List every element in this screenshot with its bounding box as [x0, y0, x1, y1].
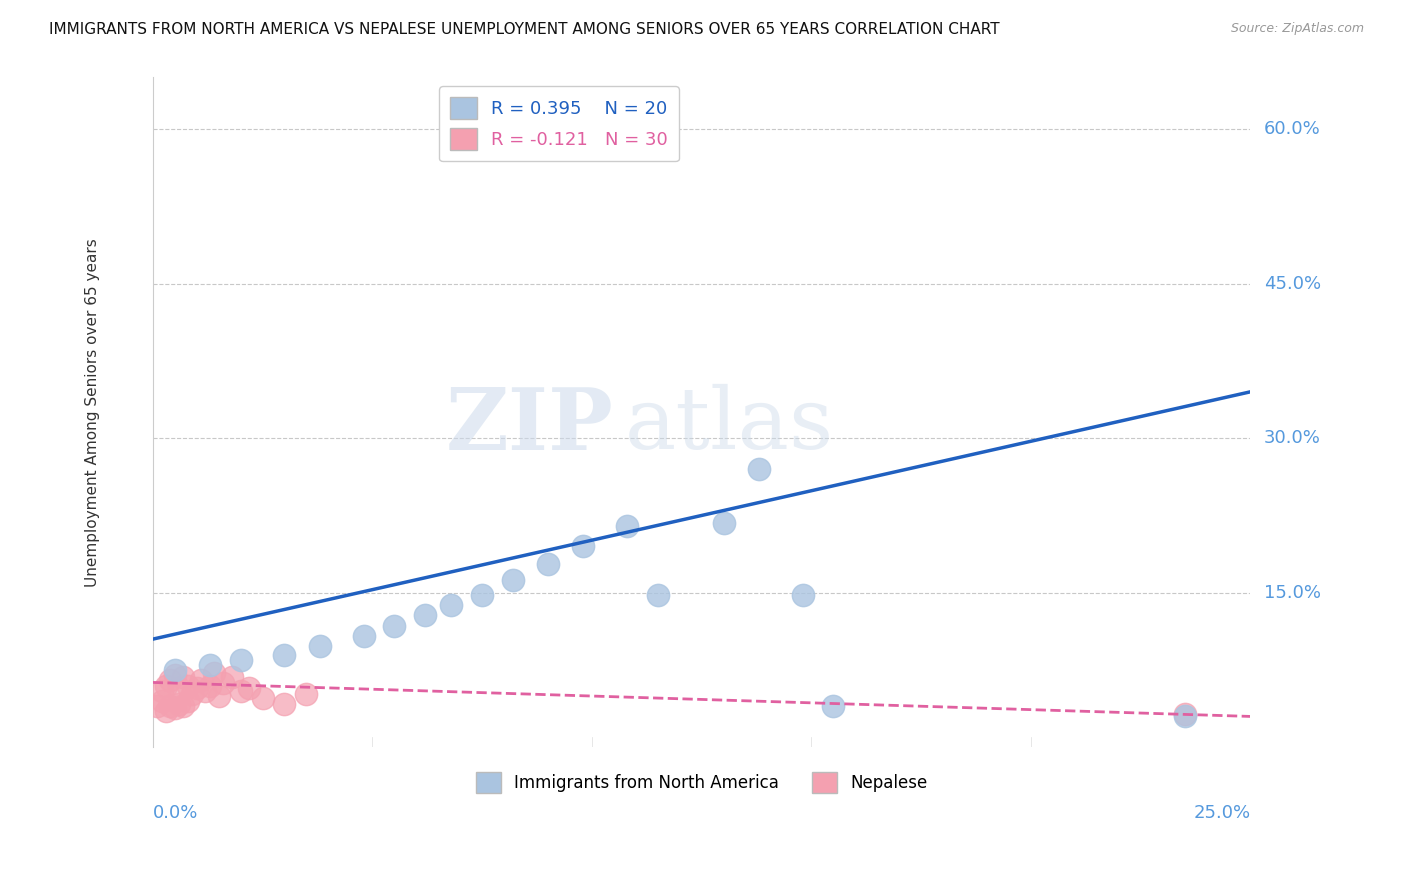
- Point: [202, 666, 225, 681]
- Point: [238, 681, 260, 695]
- Point: [167, 697, 190, 711]
- Point: [181, 687, 204, 701]
- Point: [155, 679, 177, 693]
- Point: [177, 694, 200, 708]
- Point: [308, 640, 330, 654]
- Text: atlas: atlas: [624, 384, 834, 467]
- Point: [167, 681, 190, 695]
- Text: 25.0%: 25.0%: [1194, 804, 1250, 822]
- Point: [823, 699, 845, 714]
- Point: [172, 670, 194, 684]
- Point: [207, 689, 229, 703]
- Point: [159, 673, 181, 688]
- Point: [1174, 709, 1197, 723]
- Point: [198, 657, 221, 672]
- Point: [572, 540, 595, 554]
- Point: [792, 588, 814, 602]
- Point: [713, 516, 735, 530]
- Point: [273, 648, 295, 662]
- Point: [172, 699, 194, 714]
- Point: [748, 462, 770, 476]
- Text: 15.0%: 15.0%: [1264, 583, 1320, 602]
- Point: [163, 663, 186, 677]
- Point: [150, 694, 173, 708]
- Point: [221, 670, 243, 684]
- Point: [413, 608, 436, 623]
- Text: IMMIGRANTS FROM NORTH AMERICA VS NEPALESE UNEMPLOYMENT AMONG SENIORS OVER 65 YEA: IMMIGRANTS FROM NORTH AMERICA VS NEPALES…: [49, 22, 1000, 37]
- Text: Unemployment Among Seniors over 65 years: Unemployment Among Seniors over 65 years: [84, 238, 100, 587]
- Point: [647, 588, 669, 602]
- Point: [150, 683, 173, 698]
- Text: 60.0%: 60.0%: [1264, 120, 1320, 138]
- Point: [177, 679, 200, 693]
- Point: [163, 668, 186, 682]
- Text: 0.0%: 0.0%: [153, 804, 198, 822]
- Point: [616, 518, 638, 533]
- Point: [190, 673, 212, 688]
- Point: [194, 683, 217, 698]
- Point: [146, 699, 169, 714]
- Point: [163, 701, 186, 715]
- Text: 30.0%: 30.0%: [1264, 429, 1320, 447]
- Point: [212, 676, 235, 690]
- Point: [252, 690, 274, 705]
- Point: [502, 574, 524, 588]
- Legend: Immigrants from North America, Nepalese: Immigrants from North America, Nepalese: [468, 765, 935, 799]
- Text: Source: ZipAtlas.com: Source: ZipAtlas.com: [1230, 22, 1364, 36]
- Point: [440, 598, 463, 612]
- Point: [186, 681, 208, 695]
- Point: [273, 697, 295, 711]
- Text: ZIP: ZIP: [446, 384, 614, 467]
- Point: [537, 557, 560, 571]
- Text: 45.0%: 45.0%: [1264, 275, 1320, 293]
- Point: [295, 687, 318, 701]
- Point: [1174, 707, 1197, 722]
- Point: [382, 619, 405, 633]
- Point: [155, 704, 177, 718]
- Point: [198, 679, 221, 693]
- Point: [229, 653, 252, 667]
- Point: [353, 629, 375, 643]
- Point: [159, 699, 181, 714]
- Point: [229, 683, 252, 698]
- Point: [471, 588, 494, 602]
